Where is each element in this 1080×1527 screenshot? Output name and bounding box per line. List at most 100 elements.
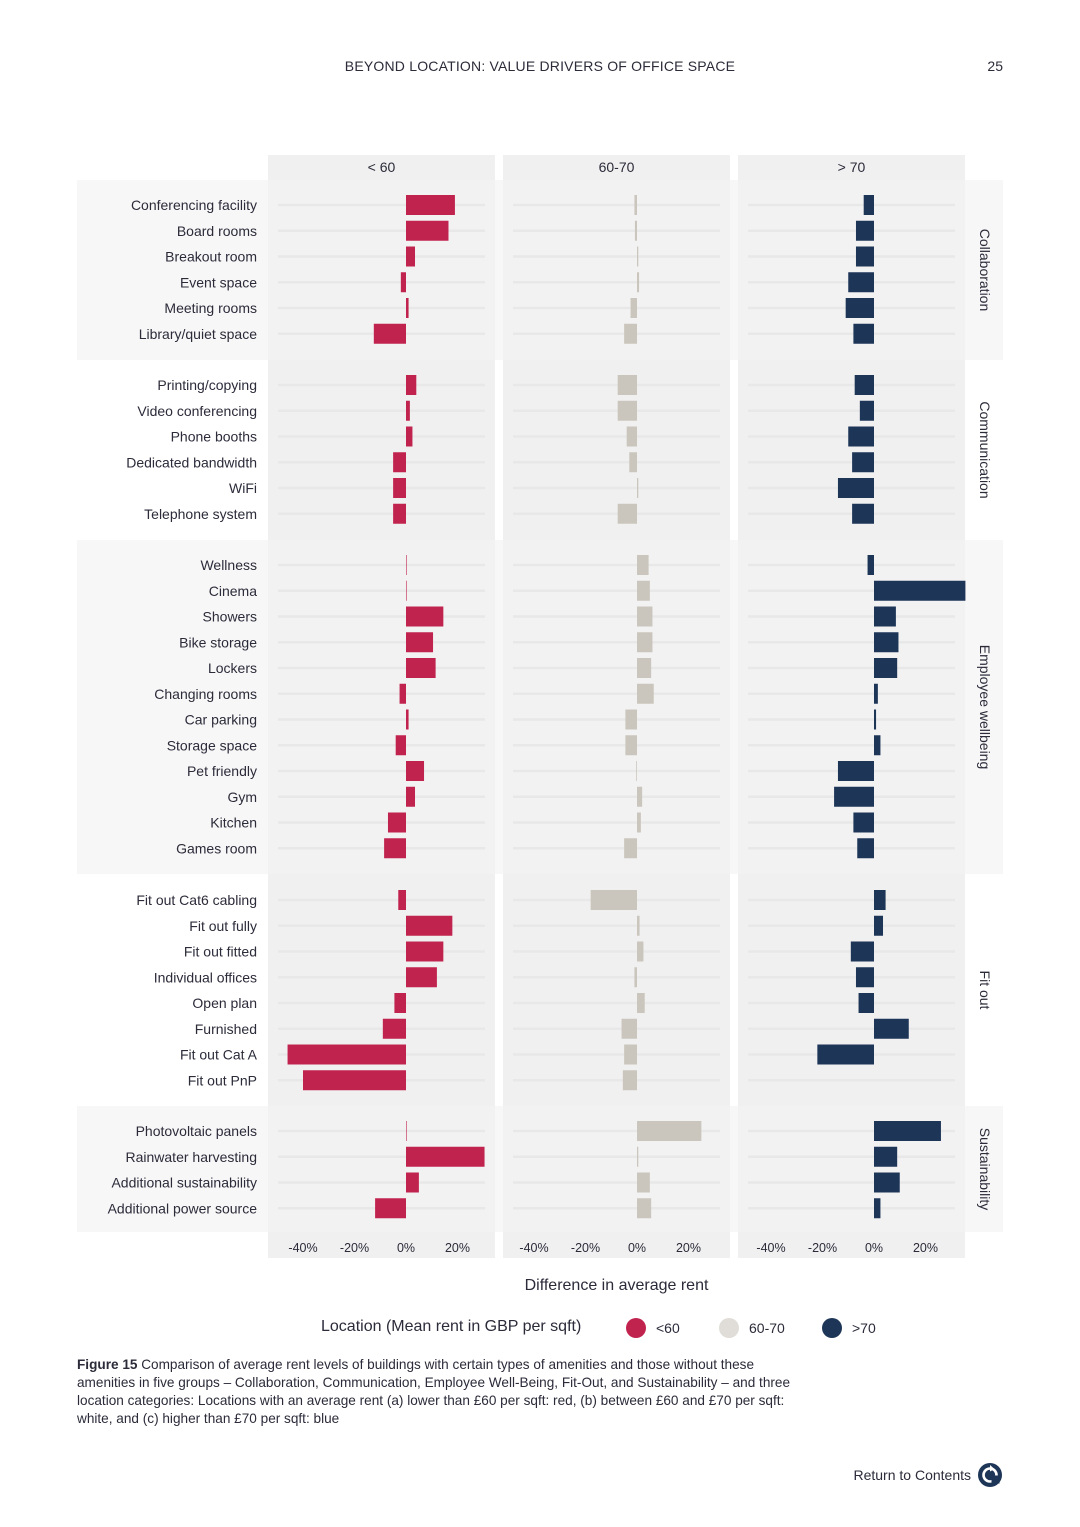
legend-swatch-high [822,1318,842,1338]
bar [637,993,645,1013]
facet-panel-shade-0 [268,155,495,1258]
bar [406,298,409,318]
bar [625,735,637,756]
bar [874,1018,909,1039]
bar [406,761,425,781]
category-label: Additional power source [108,1200,258,1216]
bar [406,786,416,807]
bar [373,323,406,344]
bar [393,452,406,473]
category-label: Kitchen [210,815,257,831]
facet-panel-shade-1 [503,155,730,1258]
bar [634,220,637,241]
x-tick-label: -20% [808,1241,837,1255]
x-tick-label: 0% [628,1241,646,1255]
bar [637,632,653,653]
category-label: Rainwater harvesting [125,1149,257,1165]
legend-subtitle: (Mean rent in GBP per sqft) [385,1318,582,1335]
bar [622,1070,637,1091]
x-tick-label: -40% [756,1241,785,1255]
bar [850,941,874,962]
bar [637,915,640,936]
bar [624,1044,637,1065]
return-to-contents-link[interactable]: Return to Contents [853,1462,1003,1488]
category-label: Fit out PnP [188,1072,257,1088]
bar [400,272,406,293]
bar [406,658,436,678]
bar [617,400,637,421]
facet-panel-shade-2 [738,155,965,1258]
bar [637,555,649,575]
bar [590,890,637,910]
group-label: Communication [977,401,993,498]
category-label: Changing rooms [154,686,257,702]
bar [874,1146,898,1167]
legend: Location (Mean rent in GBP per sqft) <60… [0,1316,1080,1340]
bar [637,812,641,833]
category-label: Additional sustainability [111,1175,257,1191]
bar [387,812,406,833]
category-label: Gym [227,789,257,805]
category-label: Telephone system [144,506,257,522]
category-label: Video conferencing [137,403,257,419]
bar [837,761,874,781]
bar [626,426,637,447]
legend-title: Location [321,1318,382,1335]
bar [874,632,899,653]
category-label: Lockers [208,660,257,676]
bar [874,1172,900,1193]
bar [874,1121,941,1141]
bar [874,606,896,627]
bar [857,838,874,859]
figure-caption: Figure 15 Comparison of average rent lev… [77,1356,797,1428]
bar [859,400,874,421]
category-label: Printing/copying [157,377,257,393]
bar [617,375,637,395]
bar [406,375,417,395]
bar [852,503,874,524]
legend-swatch-low [626,1318,646,1338]
legend-item-mid: 60-70 [719,1316,785,1340]
bar [395,735,406,756]
return-to-contents-label: Return to Contents [853,1467,971,1483]
category-label: Dedicated bandwidth [126,454,257,470]
category-label: Wellness [200,557,257,573]
bar [406,967,437,988]
category-label: Event space [180,274,257,290]
figure-label: Figure 15 [77,1357,138,1372]
bar [406,426,413,447]
bar [406,220,449,241]
bar [637,606,653,627]
bar [874,735,881,756]
bar [637,272,640,293]
category-label: Board rooms [177,223,257,239]
x-tick-label: -40% [519,1241,548,1255]
facet-title-2: > 70 [838,159,866,175]
category-label: Furnished [195,1021,257,1037]
bar [406,400,410,421]
category-label: Cinema [209,583,257,599]
x-tick-label: -20% [571,1241,600,1255]
bar [874,915,884,936]
group-label: Sustainability [977,1128,993,1211]
bar [398,890,406,910]
bar [874,890,886,910]
facet-title-0: < 60 [368,159,396,175]
category-label: Fit out fitted [184,944,257,960]
bar [874,683,878,704]
bar [624,838,637,859]
page-header-title: BEYOND LOCATION: VALUE DRIVERS OF OFFICE… [344,58,736,74]
bar [863,195,874,215]
bar [384,838,406,859]
bar [406,915,453,936]
bar [394,993,406,1013]
bar [303,1070,406,1091]
x-tick-label: -20% [340,1241,369,1255]
category-label: Individual offices [154,969,257,985]
bar [406,1146,485,1167]
group-label: Fit out [977,971,993,1010]
bar [637,1121,702,1141]
bar [855,220,874,241]
bar [636,761,637,781]
bar [858,993,874,1013]
